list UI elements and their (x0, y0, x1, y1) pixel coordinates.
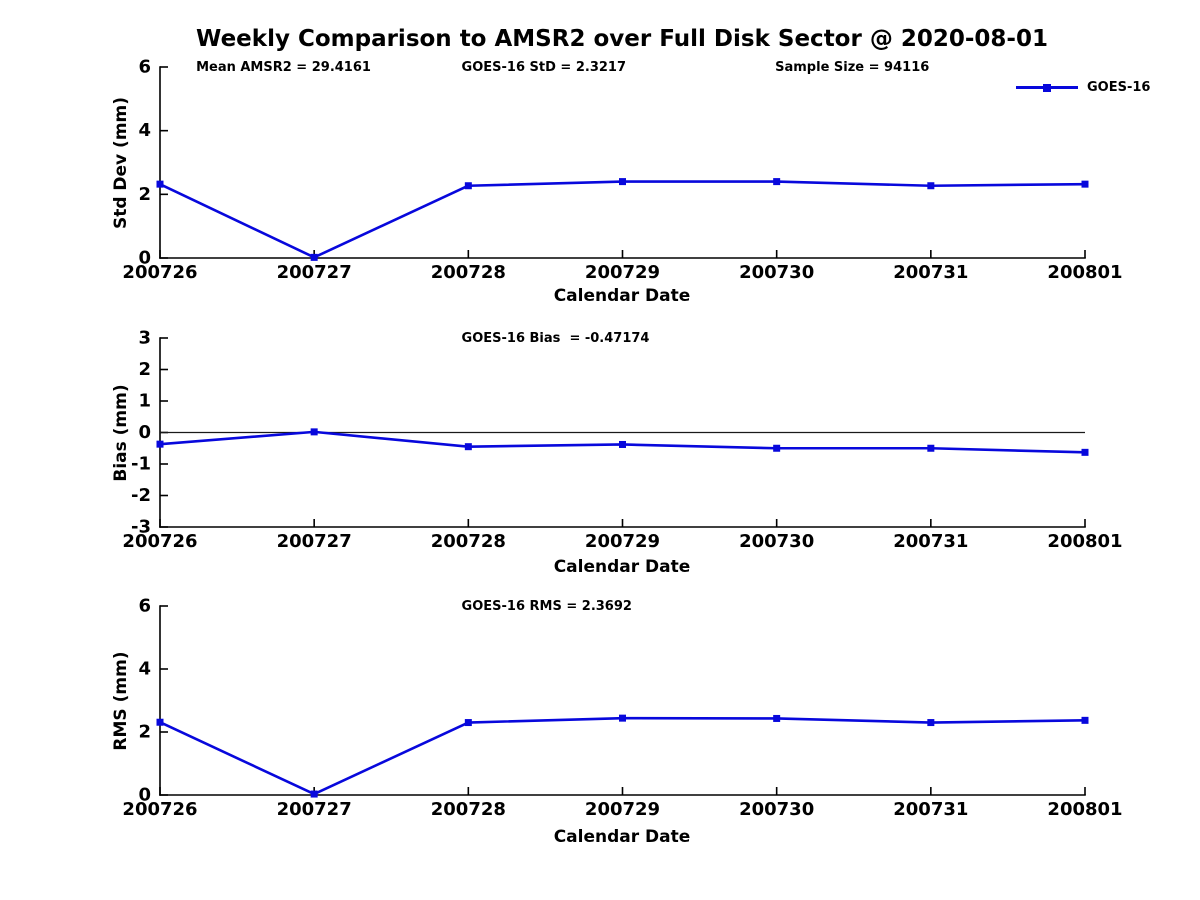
data-point-marker (310, 790, 318, 798)
data-point-marker (619, 440, 626, 448)
x-axis-label-3: Calendar Date (553, 827, 691, 847)
x-tick-label: 200801 (1047, 531, 1122, 552)
y-tick-label: 4 (138, 659, 151, 680)
y-tick-label: 3 (138, 328, 151, 349)
chart-title: Weekly Comparison to AMSR2 over Full Dis… (196, 26, 1048, 52)
legend-square-marker-icon (1043, 83, 1051, 92)
stat-goes16-rms: GOES-16 RMS = 2.3692 (461, 599, 632, 614)
y-tick-label: 2 (138, 184, 151, 205)
x-tick-label: 200731 (893, 799, 968, 820)
y-axis-label-rms: RMS (mm) (111, 651, 131, 751)
x-tick-label: 200728 (431, 262, 506, 283)
y-tick-label: 6 (138, 596, 151, 617)
x-tick-label: 200728 (431, 799, 506, 820)
subplot-1: 0 2 4 6 200726 200727 200728 200729 200730 200731… (122, 57, 1122, 283)
data-point-marker (927, 444, 935, 452)
stat-sample-size: Sample Size = 94116 (775, 60, 930, 75)
data-point-marker (156, 180, 164, 188)
y-tick-label: 0 (138, 422, 151, 443)
x-axis-label-2: Calendar Date (553, 557, 691, 577)
data-point-marker (1081, 448, 1089, 456)
x-tick-label: 200727 (277, 262, 352, 283)
x-tick-label: 200727 (277, 799, 352, 820)
data-point-marker (773, 714, 781, 722)
x-tick-label: 200726 (122, 262, 197, 283)
y-axis-label-bias: Bias (mm) (111, 384, 131, 482)
data-point-marker (464, 182, 472, 190)
subplot-3: 0 2 4 6 200726 200727 200728 200729 200730 200731… (122, 596, 1122, 820)
x-tick-label: 200726 (122, 531, 197, 552)
data-point-marker (1081, 180, 1089, 188)
stat-mean-amsr2: Mean AMSR2 = 29.4161 (196, 60, 371, 75)
legend-label: GOES-16 (1087, 80, 1151, 95)
data-point-marker (773, 178, 781, 186)
legend-line-sample (1016, 83, 1078, 92)
y-tick-label: 2 (138, 359, 151, 380)
x-tick-label: 200730 (739, 531, 814, 552)
y-tick-label: 0 (138, 248, 151, 269)
y-axis-label-stddev: Std Dev (mm) (111, 96, 131, 230)
y-tick-label: -3 (131, 517, 151, 538)
y-tick-label: 2 (138, 722, 151, 743)
x-tick-label: 200729 (585, 262, 660, 283)
x-axis-label-1: Calendar Date (553, 286, 691, 306)
series-line (159, 716, 1086, 796)
x-tick-label: 200730 (739, 262, 814, 283)
data-point-marker (310, 253, 318, 261)
y-tick-label: 0 (138, 785, 151, 806)
y-tick-label: -1 (131, 454, 151, 475)
data-point-marker (927, 719, 935, 727)
y-tick-label: 6 (138, 57, 151, 78)
data-point-marker (619, 178, 626, 186)
x-tick-label: 200801 (1047, 262, 1122, 283)
series-line (159, 180, 1086, 259)
x-tick-label: 200726 (122, 799, 197, 820)
data-point-marker (156, 440, 164, 448)
x-tick-label: 200731 (893, 262, 968, 283)
data-point-marker (927, 182, 935, 190)
data-point-marker (464, 443, 472, 451)
data-point-marker (156, 718, 164, 726)
stat-goes16-std: GOES-16 StD = 2.3217 (461, 60, 627, 75)
x-tick-label: 200801 (1047, 799, 1122, 820)
data-point-marker (1081, 716, 1089, 724)
data-point-marker (773, 444, 781, 452)
x-tick-label: 200727 (277, 531, 352, 552)
x-tick-label: 200730 (739, 799, 814, 820)
legend: GOES-16 (1016, 80, 1150, 95)
y-tick-label: 1 (138, 391, 151, 412)
x-tick-label: 200729 (585, 799, 660, 820)
y-tick-label: -2 (131, 485, 151, 506)
subplot-2: -3 -2 -1 0 1 2 3 200726 200727 200728 200729 200730… (122, 328, 1122, 552)
x-tick-label: 200729 (585, 531, 660, 552)
stat-goes16-bias: GOES-16 Bias = -0.47174 (461, 331, 650, 346)
y-tick-label: 4 (138, 120, 151, 141)
data-point-marker (464, 719, 472, 727)
data-point-marker (619, 714, 626, 722)
data-point-marker (310, 428, 318, 436)
x-tick-label: 200731 (893, 531, 968, 552)
x-tick-label: 200728 (431, 531, 506, 552)
